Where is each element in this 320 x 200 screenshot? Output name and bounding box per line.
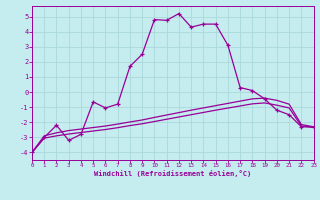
X-axis label: Windchill (Refroidissement éolien,°C): Windchill (Refroidissement éolien,°C) <box>94 170 252 177</box>
